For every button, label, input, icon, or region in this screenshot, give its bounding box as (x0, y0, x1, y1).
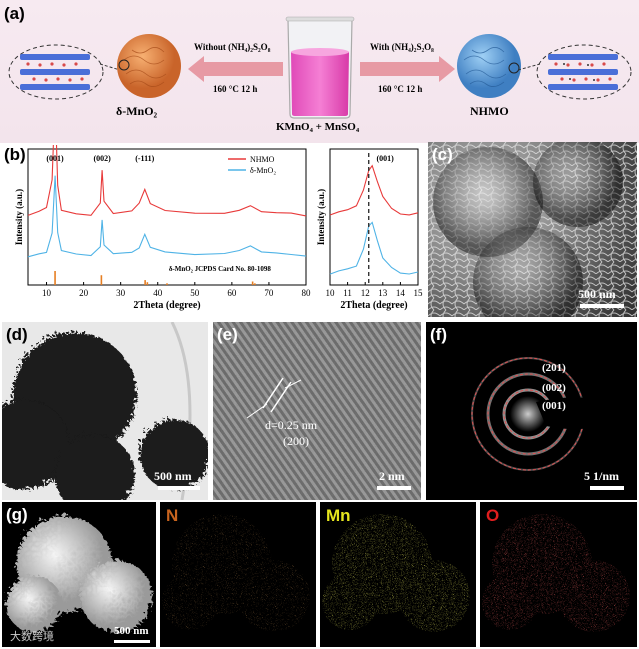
panel-a-label: (a) (4, 4, 25, 23)
eds-map-n-particle (162, 514, 310, 632)
peak-label: (-111) (135, 154, 154, 163)
right-arrow (360, 56, 455, 82)
scale-bar-f (590, 486, 624, 490)
x-tick-label: 80 (302, 288, 312, 298)
panel-c-label: (c) (432, 145, 453, 164)
layered-structure-left-icon (8, 44, 104, 100)
series-line (27, 145, 307, 217)
y-axis-label: Intensity (a.u.) (316, 189, 326, 245)
panel-g-label: (g) (6, 505, 28, 524)
left-arrow-bottom-label: 160 °C 12 h (213, 84, 258, 94)
scale-label-c: 500 nm (578, 287, 616, 301)
saed-image: (f) (201) (002) (001) 5 1/nm (426, 322, 637, 500)
legend-label: δ-MnO₂ (250, 166, 276, 175)
plane-label: (200) (283, 434, 309, 448)
series-line (329, 164, 419, 216)
x-tick-label: 30 (116, 288, 126, 298)
dashed-connector-right (518, 63, 540, 71)
scale-label-g: 500 nm (114, 625, 149, 637)
left-product-label: δ-MnO₂ (116, 104, 158, 118)
x-tick-label: 70 (264, 288, 274, 298)
scale-label-d: 500 nm (154, 469, 192, 483)
watermark: 大数跨境 (10, 630, 54, 643)
x-tick-label: 50 (190, 288, 200, 298)
series-line (329, 221, 419, 275)
x-tick-label: 60 (227, 288, 237, 298)
hrtem-fringes (213, 322, 421, 500)
left-arrow (188, 56, 283, 82)
eds-map-mn: Mn (320, 502, 476, 647)
ring-label-201: (201) (542, 362, 566, 374)
panel-f-label: (f) (430, 325, 447, 344)
map-label-o: O (486, 506, 500, 525)
d-spacing-label: d=0.25 nm (265, 418, 318, 432)
tem-particles (2, 322, 207, 500)
x-tick-label: 10 (326, 288, 336, 298)
x-tick-label: 40 (153, 288, 163, 298)
plot-frame (329, 148, 419, 286)
scale-label-f: 5 1/nm (584, 469, 620, 483)
panel-e-label: (e) (217, 325, 238, 344)
x-tick-label: 20 (79, 288, 89, 298)
nhmo-sphere-icon (457, 34, 521, 98)
beaker-label: KMnO₄ + MnSO₄ (276, 121, 360, 133)
legend-label: NHMO (250, 155, 275, 164)
eds-map-o-particle (482, 514, 630, 632)
eds-map-o: O (480, 502, 637, 647)
beaker-icon (285, 16, 355, 119)
scale-bar-c (580, 304, 624, 308)
x-tick-label: 11 (343, 288, 352, 298)
saed-rings (471, 357, 609, 471)
ring-label-002: (002) (542, 382, 566, 394)
left-arrow-top-label: Without (NH₄)₂S₂O₈ (194, 42, 271, 52)
series-line (27, 175, 307, 258)
x-tick-label: 14 (396, 288, 406, 298)
right-arrow-bottom-label: 160 °C 12 h (378, 84, 423, 94)
x-axis-label: 2Theta (degree) (133, 300, 200, 311)
scale-bar-e (377, 486, 411, 490)
sem-texture (428, 142, 637, 317)
peak-label: (002) (93, 154, 111, 163)
scale-bar-d (158, 486, 200, 490)
scale-label-e: 2 nm (379, 469, 405, 483)
xrd-main-chart: 10 20 30 40 50 60 70 80 2Theta (degree) Intensity… (14, 145, 312, 311)
x-tick-label: 13 (378, 288, 388, 298)
panel-b-label: (b) (4, 145, 26, 164)
delta-mno2-sphere-icon (117, 34, 181, 98)
panel-d-label: (d) (6, 325, 28, 344)
xrd-zoom-chart: 10 11 12 13 14 15 2Theta (degree) Intensity (a.… (316, 148, 424, 311)
y-axis-label: Intensity (a.u.) (14, 189, 24, 245)
map-label-n: N (166, 506, 179, 525)
ring-label-001: (001) (542, 400, 566, 412)
dashed-connector-left (100, 63, 120, 71)
x-tick-label: 12 (361, 288, 370, 298)
eds-map-mn-particle (322, 514, 470, 632)
x-tick-label: 10 (42, 288, 52, 298)
right-product-label: NHMO (470, 104, 509, 118)
x-axis-label: 2Theta (degree) (340, 300, 407, 311)
eds-map-n: N (160, 502, 316, 647)
sem-image: (c) 500 nm (428, 142, 637, 317)
scale-bar-g (114, 640, 150, 643)
x-tick-label: 15 (414, 288, 424, 298)
layered-structure-right-icon (536, 44, 632, 100)
panel-a: (a) δ-MnO₂ Without (NH₄)₂S₂O₈ 160 °C 12 … (0, 0, 639, 143)
map-label-mn: Mn (326, 506, 351, 525)
tem-image: (d) 500 nm (2, 322, 208, 500)
haadf-image: (g) 大数跨境 500 nm (2, 502, 156, 647)
peak-label: (001) (46, 154, 64, 163)
right-arrow-top-label: With (NH₄)₂S₂O₈ (370, 42, 434, 52)
haadf-particle (4, 514, 150, 630)
reference-label: δ-MnO₂ JCPDS Card No. 80-1098 (169, 265, 271, 273)
hrtem-image: (e) d=0.25 nm (200) 2 nm (213, 322, 421, 500)
peak-label: (001) (376, 154, 394, 163)
